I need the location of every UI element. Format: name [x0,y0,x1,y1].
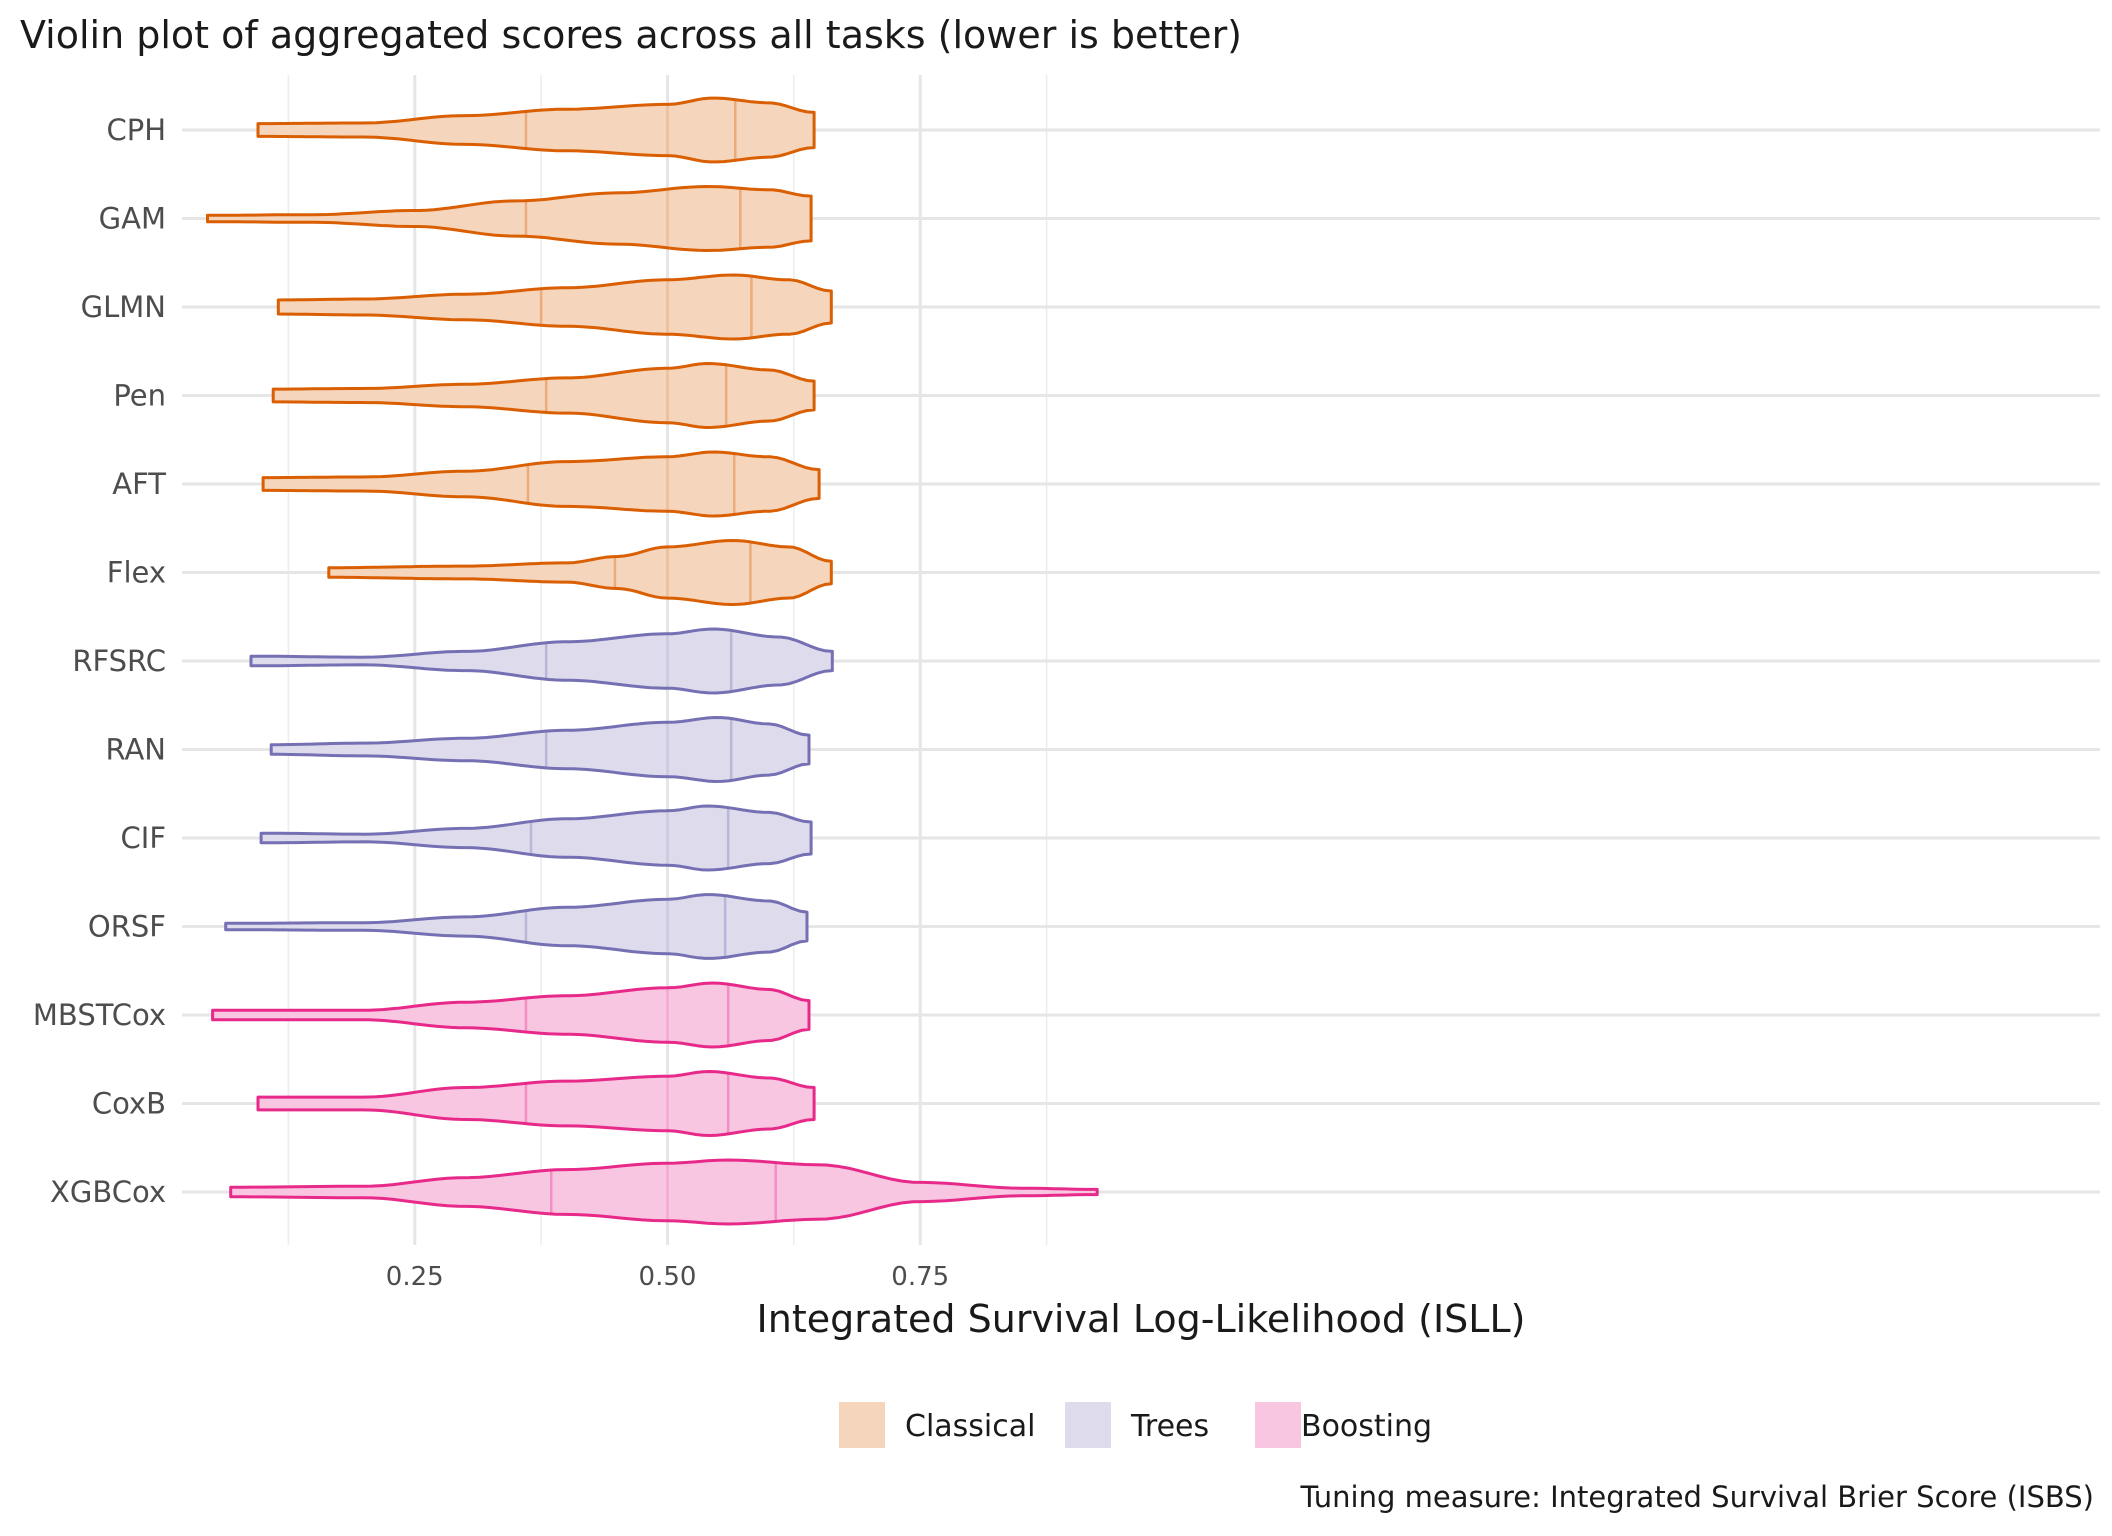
violin-body [261,450,821,518]
violin-body [206,185,813,252]
y-tick-label: XGBCox [50,1175,166,1209]
y-tick-label: ORSF [88,910,166,944]
legend-item-boosting[interactable]: Boosting [1255,1402,1432,1448]
y-tick-label: CoxB [92,1087,166,1121]
violin-orsf [224,893,809,960]
violin-body [276,273,833,341]
legend-label: Trees [1130,1409,1209,1444]
y-tick-label: RAN [105,733,166,767]
violin-xgbcox [229,1158,1099,1226]
x-tick-label: 0.50 [639,1262,697,1292]
chart-title: Violin plot of aggregated scores across … [20,13,1242,57]
violin-body [256,96,816,164]
violin-body [271,362,816,429]
x-axis-label: Integrated Survival Log-Likelihood (ISLL… [757,1297,1526,1341]
x-axis-ticks: 0.25 0.50 0.75 [386,1262,949,1292]
caption: Tuning measure: Integrated Survival Brie… [1299,1480,2094,1514]
violin-flex [327,539,833,606]
violin-body [211,981,811,1049]
y-tick-label: Pen [113,379,166,413]
legend-swatch [1255,1402,1301,1448]
violin-glmn [276,273,833,341]
violin-gam [206,185,813,252]
legend-item-trees[interactable]: Trees [1065,1402,1209,1448]
violin-cif [259,804,813,872]
violin-mbstcox [211,981,811,1049]
violin-rfsrc [249,627,834,695]
violin-body [269,716,811,783]
violins [206,96,1099,1226]
violin-body [259,804,813,872]
violin-aft [261,450,821,518]
legend[interactable]: Classical Trees Boosting [839,1402,1432,1448]
y-tick-label: CIF [121,821,166,855]
y-tick-label: CPH [106,113,166,147]
violin-body [256,1070,816,1137]
legend-label: Classical [905,1409,1035,1444]
legend-swatch [1065,1402,1111,1448]
legend-item-classical[interactable]: Classical [839,1402,1035,1448]
y-tick-label: RFSRC [72,644,166,678]
y-axis-labels: CPH GAM GLMN Pen AFT Flex RFSRC RAN CIF ORSF MBSTC… [33,113,166,1209]
violin-body [327,539,833,606]
violin-coxb [256,1070,816,1137]
y-tick-label: GLMN [81,290,166,324]
violin-body [249,627,834,695]
x-tick-label: 0.75 [891,1262,949,1292]
violin-body [224,893,809,960]
legend-label: Boosting [1301,1409,1432,1444]
y-tick-label: MBSTCox [33,998,166,1032]
y-tick-label: GAM [99,202,166,236]
violin-cph [256,96,816,164]
y-tick-label: AFT [112,467,166,501]
violin-ran [269,716,811,783]
legend-swatch [839,1402,885,1448]
x-tick-label: 0.25 [386,1262,444,1292]
violin-body [229,1158,1099,1226]
y-tick-label: Flex [107,556,166,590]
violin-pen [271,362,816,429]
